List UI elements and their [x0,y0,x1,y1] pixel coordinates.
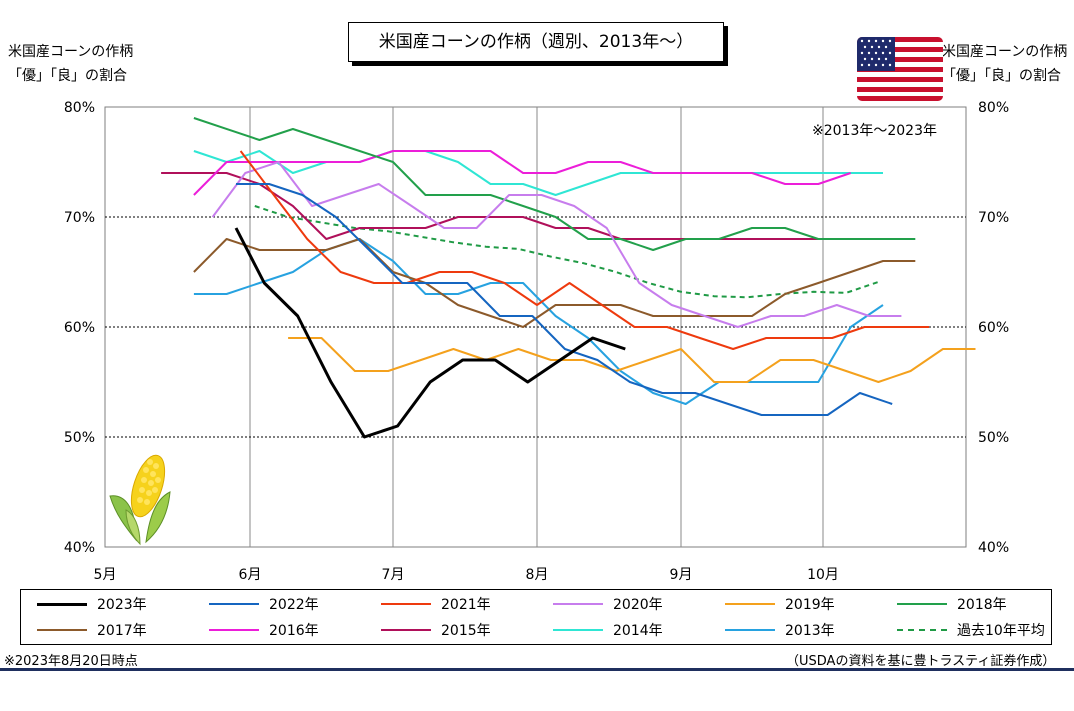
legend-label: 2023年 [97,597,147,613]
legend-label: 2021年 [441,597,491,613]
x-tick: 9月 [670,567,693,583]
legend-swatch [209,603,259,605]
period-note: ※2013年～2023年 [812,123,937,139]
chart-title: 米国産コーンの作柄（週別、2013年～） [348,22,724,62]
bottom-rule [0,668,1074,671]
legend-swatch [37,602,87,606]
legend-item: 2021年 [381,591,491,617]
legend-item: 2017年 [37,617,147,643]
legend: 2023年 2022年 2021年 2020年 2019年 2018年 2017年 2016年… [20,589,1052,645]
left-axis-label-line2: 「優」「良」の割合 [8,68,127,84]
y-tick-right: 50% [978,430,1009,446]
series-line-2019年 [288,337,976,383]
y-tick-left: 40% [64,540,95,556]
legend-swatch [897,603,947,605]
right-axis-label-line2: 「優」「良」の割合 [942,68,1061,84]
left-axis-label-line1: 米国産コーンの作柄 [8,44,134,60]
legend-item: 2019年 [725,591,835,617]
series-line-2015年 [161,172,851,240]
x-tick: 10月 [807,567,839,583]
series-line-2017年 [193,238,916,328]
legend-swatch [209,629,259,631]
y-tick-left: 60% [64,320,95,336]
legend-item: 2014年 [553,617,663,643]
series-line-2023年 [234,227,626,439]
y-tick-right: 80% [978,100,1009,116]
footnote-date: ※2023年8月20日時点 [4,654,138,669]
legend-item: 2022年 [209,591,319,617]
legend-label: 2020年 [613,597,663,613]
series-line-2021年 [239,150,930,350]
legend-label: 2017年 [97,623,147,639]
legend-label: 過去10年平均 [957,623,1045,639]
series-line-2018年 [193,117,916,251]
y-tick-left: 80% [64,100,95,116]
legend-item: 2013年 [725,617,835,643]
y-tick-right: 60% [978,320,1009,336]
legend-item: 2020年 [553,591,663,617]
legend-label: 2016年 [269,623,319,639]
legend-label: 2022年 [269,597,319,613]
series-line-2013年 [193,238,884,405]
legend-label: 2013年 [785,623,835,639]
legend-swatch [381,603,431,605]
right-axis-label-line1: 米国産コーンの作柄 [942,44,1068,60]
legend-label: 2015年 [441,623,491,639]
legend-swatch [897,629,947,631]
footnote-source: （USDAの資料を基に豊トラスティ証券作成） [786,654,1056,669]
x-tick: 6月 [239,567,262,583]
corn-icon [109,454,171,546]
right-axis-label: 米国産コーンの作柄 「優」「良」の割合 [942,40,1067,88]
legend-item: 過去10年平均 [897,617,1045,643]
x-tick: 5月 [94,567,117,583]
legend-item: 2015年 [381,617,491,643]
y-tick-left: 50% [64,430,95,446]
legend-item: 2018年 [897,591,1007,617]
legend-item: 2016年 [209,617,319,643]
legend-swatch [725,629,775,631]
legend-label: 2019年 [785,597,835,613]
legend-swatch [37,629,87,631]
x-tick: 7月 [382,567,405,583]
legend-swatch [553,603,603,605]
y-tick-left: 70% [64,210,95,226]
x-tick: 8月 [526,567,549,583]
series-line-2014年 [193,150,883,196]
legend-label: 2018年 [957,597,1007,613]
left-axis-label: 米国産コーンの作柄 「優」「良」の割合 [8,40,133,88]
legend-swatch [725,603,775,605]
y-tick-right: 70% [978,210,1009,226]
y-tick-right: 40% [978,540,1009,556]
series-line-2020年 [211,161,902,328]
legend-item: 2023年 [37,591,147,617]
legend-label: 2014年 [613,623,663,639]
legend-swatch [381,629,431,631]
legend-swatch [553,629,603,631]
series-line-2016年 [193,150,852,196]
series-line-2022年 [236,183,893,416]
us-flag-icon [857,37,943,101]
